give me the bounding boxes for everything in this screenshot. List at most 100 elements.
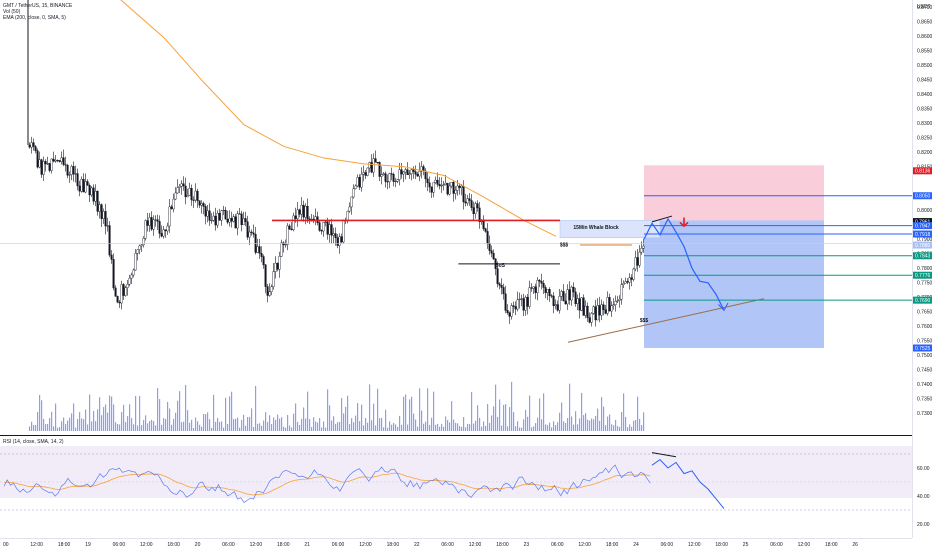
- volume-bar: [165, 418, 167, 431]
- volume-bar: [375, 425, 377, 431]
- price-tick-label: 0.7350: [917, 397, 932, 403]
- volume-bar: [635, 420, 637, 431]
- candle-body: [74, 173, 77, 175]
- candle-body: [404, 169, 407, 173]
- volume-bar: [217, 417, 219, 431]
- candle-body: [98, 204, 101, 212]
- candle-body: [470, 200, 473, 208]
- candle-body: [102, 211, 105, 219]
- candle-body: [520, 298, 523, 300]
- candle-body: [276, 262, 279, 270]
- candle-body: [192, 199, 195, 201]
- volume-bar: [579, 418, 581, 431]
- volume-bar: [197, 421, 199, 431]
- rsi-legend[interactable]: RSI (14, close, SMA, 14, 2): [3, 439, 64, 445]
- volume-bar: [435, 424, 437, 431]
- volume-bar: [549, 422, 551, 431]
- volume-bar: [601, 397, 603, 431]
- ema-legend[interactable]: EMA (200, close, 0, SMA, 5): [3, 15, 66, 21]
- candle-body: [334, 233, 337, 238]
- volume-bar: [249, 416, 251, 431]
- candle-body: [398, 169, 401, 180]
- volume-bar: [633, 420, 635, 431]
- candle-body: [620, 284, 623, 300]
- volume-bar: [395, 424, 397, 431]
- volume-bar: [359, 421, 361, 431]
- symbol-title[interactable]: GMT / TetherUS, 15, BINANCE: [3, 3, 73, 9]
- volume-bar: [377, 388, 379, 431]
- volume-bar: [469, 424, 471, 431]
- time-tick-label: 18:00: [825, 542, 838, 548]
- candle-body: [84, 181, 87, 193]
- candle-body: [126, 283, 129, 288]
- price-tick-label: 0.7900: [917, 237, 932, 243]
- volume-bar: [159, 399, 161, 431]
- price-tick-label: 0.7300: [917, 411, 932, 417]
- candle-body: [298, 209, 301, 215]
- volume-bar: [453, 419, 455, 431]
- candle-body: [428, 182, 431, 188]
- volume-bar: [513, 412, 515, 431]
- volume-bar: [233, 419, 235, 431]
- price-tick-label: 0.8700: [917, 5, 932, 11]
- candle-body: [338, 236, 341, 246]
- volume-bar: [145, 415, 147, 431]
- volume-bar: [301, 418, 303, 431]
- level-badge-text: 0.7947: [915, 223, 931, 229]
- candle-body: [156, 219, 159, 222]
- volume-bar: [607, 416, 609, 431]
- candle-body: [630, 277, 633, 280]
- volume-bar: [239, 427, 241, 431]
- candle-body: [496, 268, 499, 284]
- price-tick-label: 0.7750: [917, 281, 932, 287]
- volume-bar: [389, 421, 391, 431]
- volume-bar: [627, 427, 629, 431]
- time-tick-label: 12:00: [798, 542, 811, 548]
- volume-bar: [93, 410, 95, 431]
- volume-bar: [393, 422, 395, 431]
- level-badge-text: 0.7776: [915, 273, 931, 279]
- candle-body: [174, 192, 177, 200]
- volume-bar: [427, 388, 429, 431]
- time-tick-label: 22: [414, 542, 420, 548]
- candle-body: [602, 304, 605, 310]
- volume-bar: [75, 427, 77, 431]
- candle-body: [342, 220, 345, 243]
- volume-bar: [545, 424, 547, 431]
- candle-body: [580, 297, 583, 311]
- volume-bar: [431, 417, 433, 431]
- volume-bar: [353, 422, 355, 431]
- volume-bar: [507, 426, 509, 431]
- candle-body: [184, 185, 187, 198]
- volume-bar: [495, 384, 497, 431]
- volume-bar: [125, 422, 127, 431]
- volume-bar: [381, 417, 383, 431]
- candle-body: [536, 279, 539, 293]
- candle-body: [554, 304, 557, 306]
- volume-bar: [333, 416, 335, 431]
- volume-bar: [439, 426, 441, 431]
- volume-bar: [415, 419, 417, 431]
- candle-body: [208, 210, 211, 221]
- time-tick-label: 12:00: [140, 542, 153, 548]
- candle-body: [206, 210, 209, 217]
- volume-bar: [267, 421, 269, 431]
- volume-bar: [611, 424, 613, 431]
- candle-body: [588, 317, 591, 323]
- candle-body: [500, 285, 503, 288]
- volume-bar: [413, 413, 415, 431]
- volume-bar: [37, 411, 39, 431]
- rsi-tick-label: 40.00: [917, 494, 930, 500]
- candle-body: [498, 283, 501, 286]
- volume-bar: [621, 411, 623, 431]
- volume-bar: [561, 402, 563, 431]
- volume-bar: [531, 427, 533, 431]
- candle-body: [270, 286, 273, 292]
- candle-body: [128, 277, 131, 285]
- volume-bar: [585, 413, 587, 431]
- volume-bar: [597, 408, 599, 431]
- volume-bar: [403, 396, 405, 431]
- candle-body: [138, 245, 141, 250]
- volume-legend[interactable]: Vol (50): [3, 9, 21, 15]
